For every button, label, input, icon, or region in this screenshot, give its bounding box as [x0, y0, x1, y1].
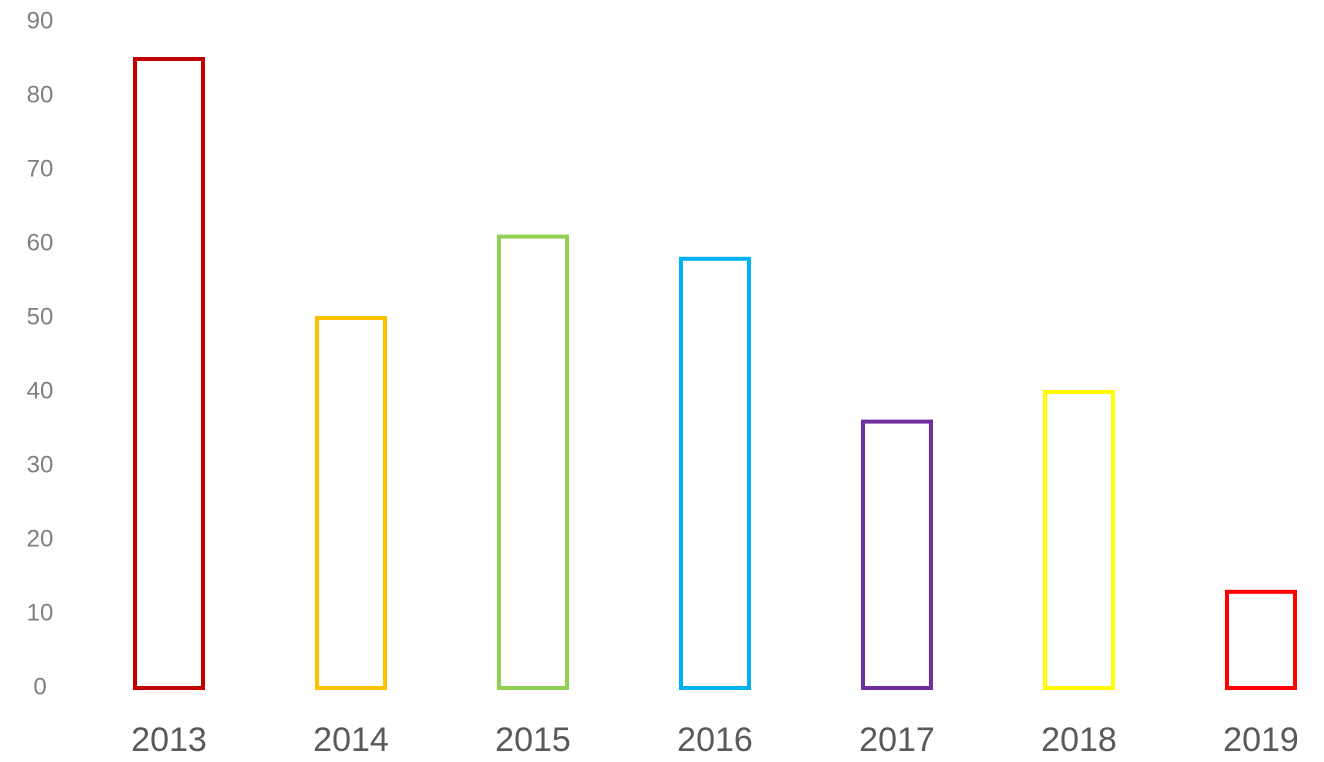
y-tick-label: 60: [27, 229, 54, 256]
y-tick-label: 80: [27, 81, 54, 108]
bar: [315, 316, 387, 690]
y-tick-label: 40: [27, 377, 54, 404]
y-tick-label: 70: [27, 155, 54, 182]
bar: [1043, 390, 1115, 690]
y-tick-label: 50: [27, 303, 54, 330]
y-tick-label: 30: [27, 451, 54, 478]
y-tick-label: 0: [33, 673, 46, 700]
x-tick-label: 2019: [1223, 721, 1299, 759]
bar: [1225, 589, 1297, 690]
x-tick-label: 2014: [313, 721, 389, 759]
bar: [133, 57, 205, 690]
y-tick-label: 20: [27, 525, 54, 552]
x-tick-label: 2018: [1041, 721, 1117, 759]
bar: [861, 419, 933, 690]
x-tick-label: 2013: [131, 721, 207, 759]
bar: [497, 234, 569, 690]
x-tick-label: 2017: [859, 721, 935, 759]
bar: [679, 256, 751, 690]
y-tick-label: 10: [27, 599, 54, 626]
x-tick-label: 2016: [677, 721, 753, 759]
y-tick-label: 90: [27, 7, 54, 34]
x-tick-label: 2015: [495, 721, 571, 759]
